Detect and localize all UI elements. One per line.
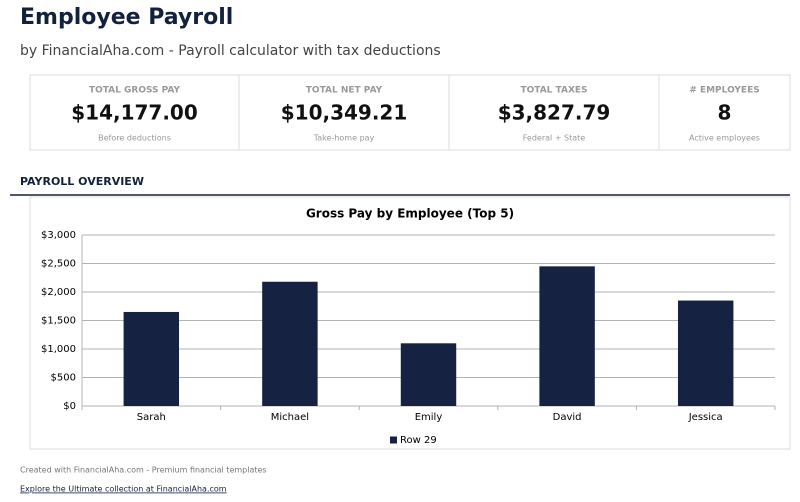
kpi-label: # EMPLOYEES — [689, 86, 759, 96]
y-tick-label: $500 — [51, 373, 76, 384]
footer-link[interactable]: Explore the Ultimate collection at Finan… — [20, 485, 227, 494]
bar — [123, 311, 180, 406]
y-tick-label: $1,500 — [41, 316, 76, 327]
kpi-value: $10,349.21 — [281, 101, 408, 125]
bar — [677, 300, 734, 406]
y-tick-label: $0 — [63, 401, 76, 412]
x-tick-label: Jessica — [688, 412, 723, 423]
kpi-label: TOTAL GROSS PAY — [89, 86, 181, 96]
x-tick-label: Sarah — [137, 412, 166, 423]
bar — [400, 343, 457, 406]
kpi-note: Take-home pay — [313, 134, 375, 143]
kpi-value: $14,177.00 — [71, 101, 198, 125]
legend-swatch — [390, 436, 397, 444]
bar — [262, 281, 318, 406]
kpi-group: TOTAL GROSS PAY $14,177.00 Before deductio… — [71, 86, 760, 143]
page-title: Employee Payroll — [20, 5, 233, 30]
kpi-value: 8 — [718, 101, 732, 125]
chart-title: Gross Pay by Employee (Top 5) — [306, 207, 514, 221]
y-tick-label: $2,500 — [41, 259, 76, 270]
page-subtitle: by FinancialAha.com - Payroll calculator… — [20, 43, 441, 59]
chart: $0 $500 $1,000 $1,500 $2,000 $2,500 $3,000 Sara… — [41, 230, 776, 446]
kpi-note: Active employees — [689, 134, 760, 143]
kpi-note: Federal + State — [523, 134, 586, 143]
y-tick-label: $3,000 — [41, 230, 76, 241]
x-tick-label: Emily — [415, 412, 443, 423]
bar — [539, 266, 595, 406]
kpi-label: TOTAL NET PAY — [306, 86, 383, 96]
x-tick-label: David — [553, 412, 582, 423]
kpi-value: $3,827.79 — [498, 101, 611, 125]
kpi-label: TOTAL TAXES — [520, 86, 587, 96]
x-tick-label: Michael — [271, 412, 309, 423]
section-title: PAYROLL OVERVIEW — [20, 175, 144, 188]
y-tick-label: $1,000 — [41, 344, 76, 355]
kpi-note: Before deductions — [98, 134, 171, 143]
kpi-panel — [29, 74, 791, 151]
footer-credit: Created with FinancialAha.com - Premium … — [20, 466, 267, 475]
legend-label: Row 29 — [400, 435, 437, 446]
y-tick-label: $2,000 — [41, 287, 76, 298]
